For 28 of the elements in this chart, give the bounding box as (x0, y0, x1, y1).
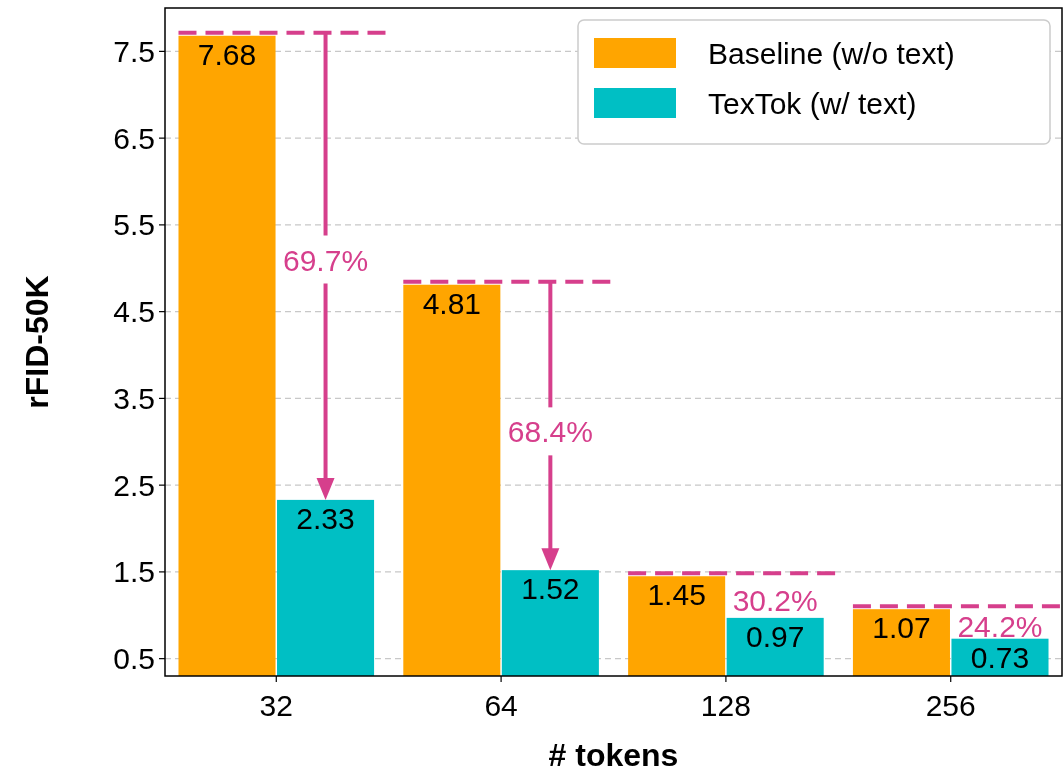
data-label: 0.73 (970, 640, 1030, 674)
y-tick-label: 3.5 (113, 381, 155, 415)
y-tick-label: 7.5 (113, 34, 155, 68)
data-label: 0.97 (745, 619, 805, 653)
y-tick-label: 1.5 (113, 555, 155, 589)
x-axis-title: # tokens (548, 737, 679, 773)
legend-label: Baseline (w/o text) (708, 36, 955, 70)
y-tick-label: 6.5 (113, 121, 155, 155)
annotation: 69.7% (283, 243, 369, 277)
y-tick-label: 2.5 (113, 468, 155, 502)
y-tick-label: 0.5 (113, 642, 155, 676)
annotation: 68.4% (507, 415, 593, 449)
annotation: 30.2% (732, 583, 818, 617)
x-tick-label: 64 (484, 689, 518, 722)
x-tick-label: 32 (259, 689, 293, 722)
data-label: 1.07 (872, 611, 931, 645)
data-label: 1.45 (647, 578, 706, 612)
data-label: 2.33 (296, 501, 355, 535)
y-tick-label: 4.5 (113, 295, 155, 329)
x-tick-label: 128 (700, 689, 751, 722)
legend-label: TexTok (w/ text) (708, 86, 917, 120)
annotation: 24.2% (957, 609, 1043, 643)
data-label: 7.68 (197, 37, 257, 71)
y-axis-title: rFID-50K (19, 275, 55, 409)
data-label: 4.81 (422, 286, 482, 320)
data-label: 1.52 (521, 572, 580, 606)
x-tick-label: 256 (925, 689, 976, 722)
y-tick-label: 5.5 (113, 208, 155, 242)
